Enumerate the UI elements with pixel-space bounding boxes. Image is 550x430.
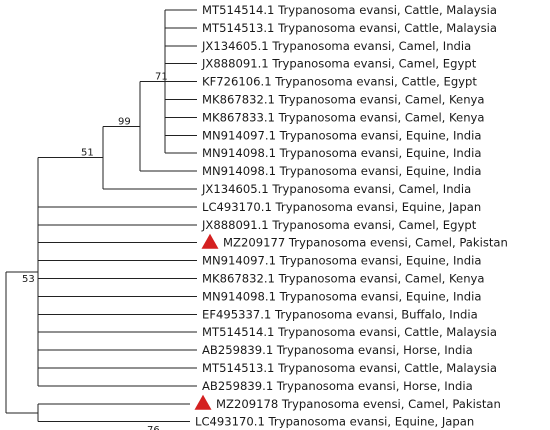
taxon-label: MT514514.1 Trypanosoma evansi, Cattle, M… — [202, 3, 497, 17]
bootstrap-value-51: 51 — [81, 148, 94, 159]
taxon-label: EF495337.1 Trypanosoma evansi, Buffalo, … — [202, 307, 478, 321]
taxon-label: MN914097.1 Trypanosoma evansi, Equine, I… — [202, 128, 481, 142]
taxon-label: MK867833.1 Trypanosoma evansi, Camel, Ke… — [202, 110, 485, 124]
taxon-label: LC493170.1 Trypanosoma evansi, Equine, J… — [195, 415, 474, 429]
taxon-label: MT514514.1 Trypanosoma evansi, Cattle, M… — [202, 325, 497, 339]
red-triangle-marker-icon — [201, 233, 219, 249]
taxon-label: MN914098.1 Trypanosoma evansi, Equine, I… — [202, 146, 481, 160]
taxon-label: LC493170.1 Trypanosoma evansi, Equine, J… — [202, 200, 481, 214]
taxon-label: JX888091.1 Trypanosoma evansi, Camel, Eg… — [201, 57, 477, 71]
red-triangle-marker-icon — [194, 394, 212, 410]
taxon-label: MN914098.1 Trypanosoma evansi, Equine, I… — [202, 289, 481, 303]
taxon-label: MK867832.1 Trypanosoma evansi, Camel, Ke… — [202, 93, 485, 107]
taxon-label: MN914098.1 Trypanosoma evansi, Equine, I… — [202, 164, 481, 178]
taxon-label: AB259839.1 Trypanosoma evansi, Horse, In… — [202, 343, 473, 357]
taxon-label: KF726106.1 Trypanosoma evansi, Cattle, E… — [202, 75, 477, 89]
taxon-label: JX888091.1 Trypanosoma evansi, Camel, Eg… — [201, 218, 477, 232]
bootstrap-value-99: 99 — [118, 116, 131, 127]
taxon-label: MZ209178 Trypanosoma evensi, Camel, Paki… — [216, 397, 501, 411]
taxon-label: MN914097.1 Trypanosoma evansi, Equine, I… — [202, 254, 481, 268]
taxon-label: JX134605.1 Trypanosoma evansi, Camel, In… — [201, 39, 471, 53]
taxon-label: JX134605.1 Trypanosoma evansi, Camel, In… — [201, 182, 471, 196]
bootstrap-value-76: 76 — [147, 425, 160, 430]
taxon-label: MT514513.1 Trypanosoma evansi, Cattle, M… — [202, 361, 497, 375]
taxon-label: MK867832.1 Trypanosoma evansi, Camel, Ke… — [202, 272, 485, 286]
bootstrap-value-71: 71 — [155, 72, 168, 83]
taxon-label: MT514513.1 Trypanosoma evansi, Cattle, M… — [202, 21, 497, 35]
bootstrap-value-53: 53 — [22, 274, 35, 285]
taxon-label: MZ209177 Trypanosoma evensi, Camel, Paki… — [223, 236, 508, 250]
taxon-label: AB259839.1 Trypanosoma evansi, Horse, In… — [202, 379, 473, 393]
